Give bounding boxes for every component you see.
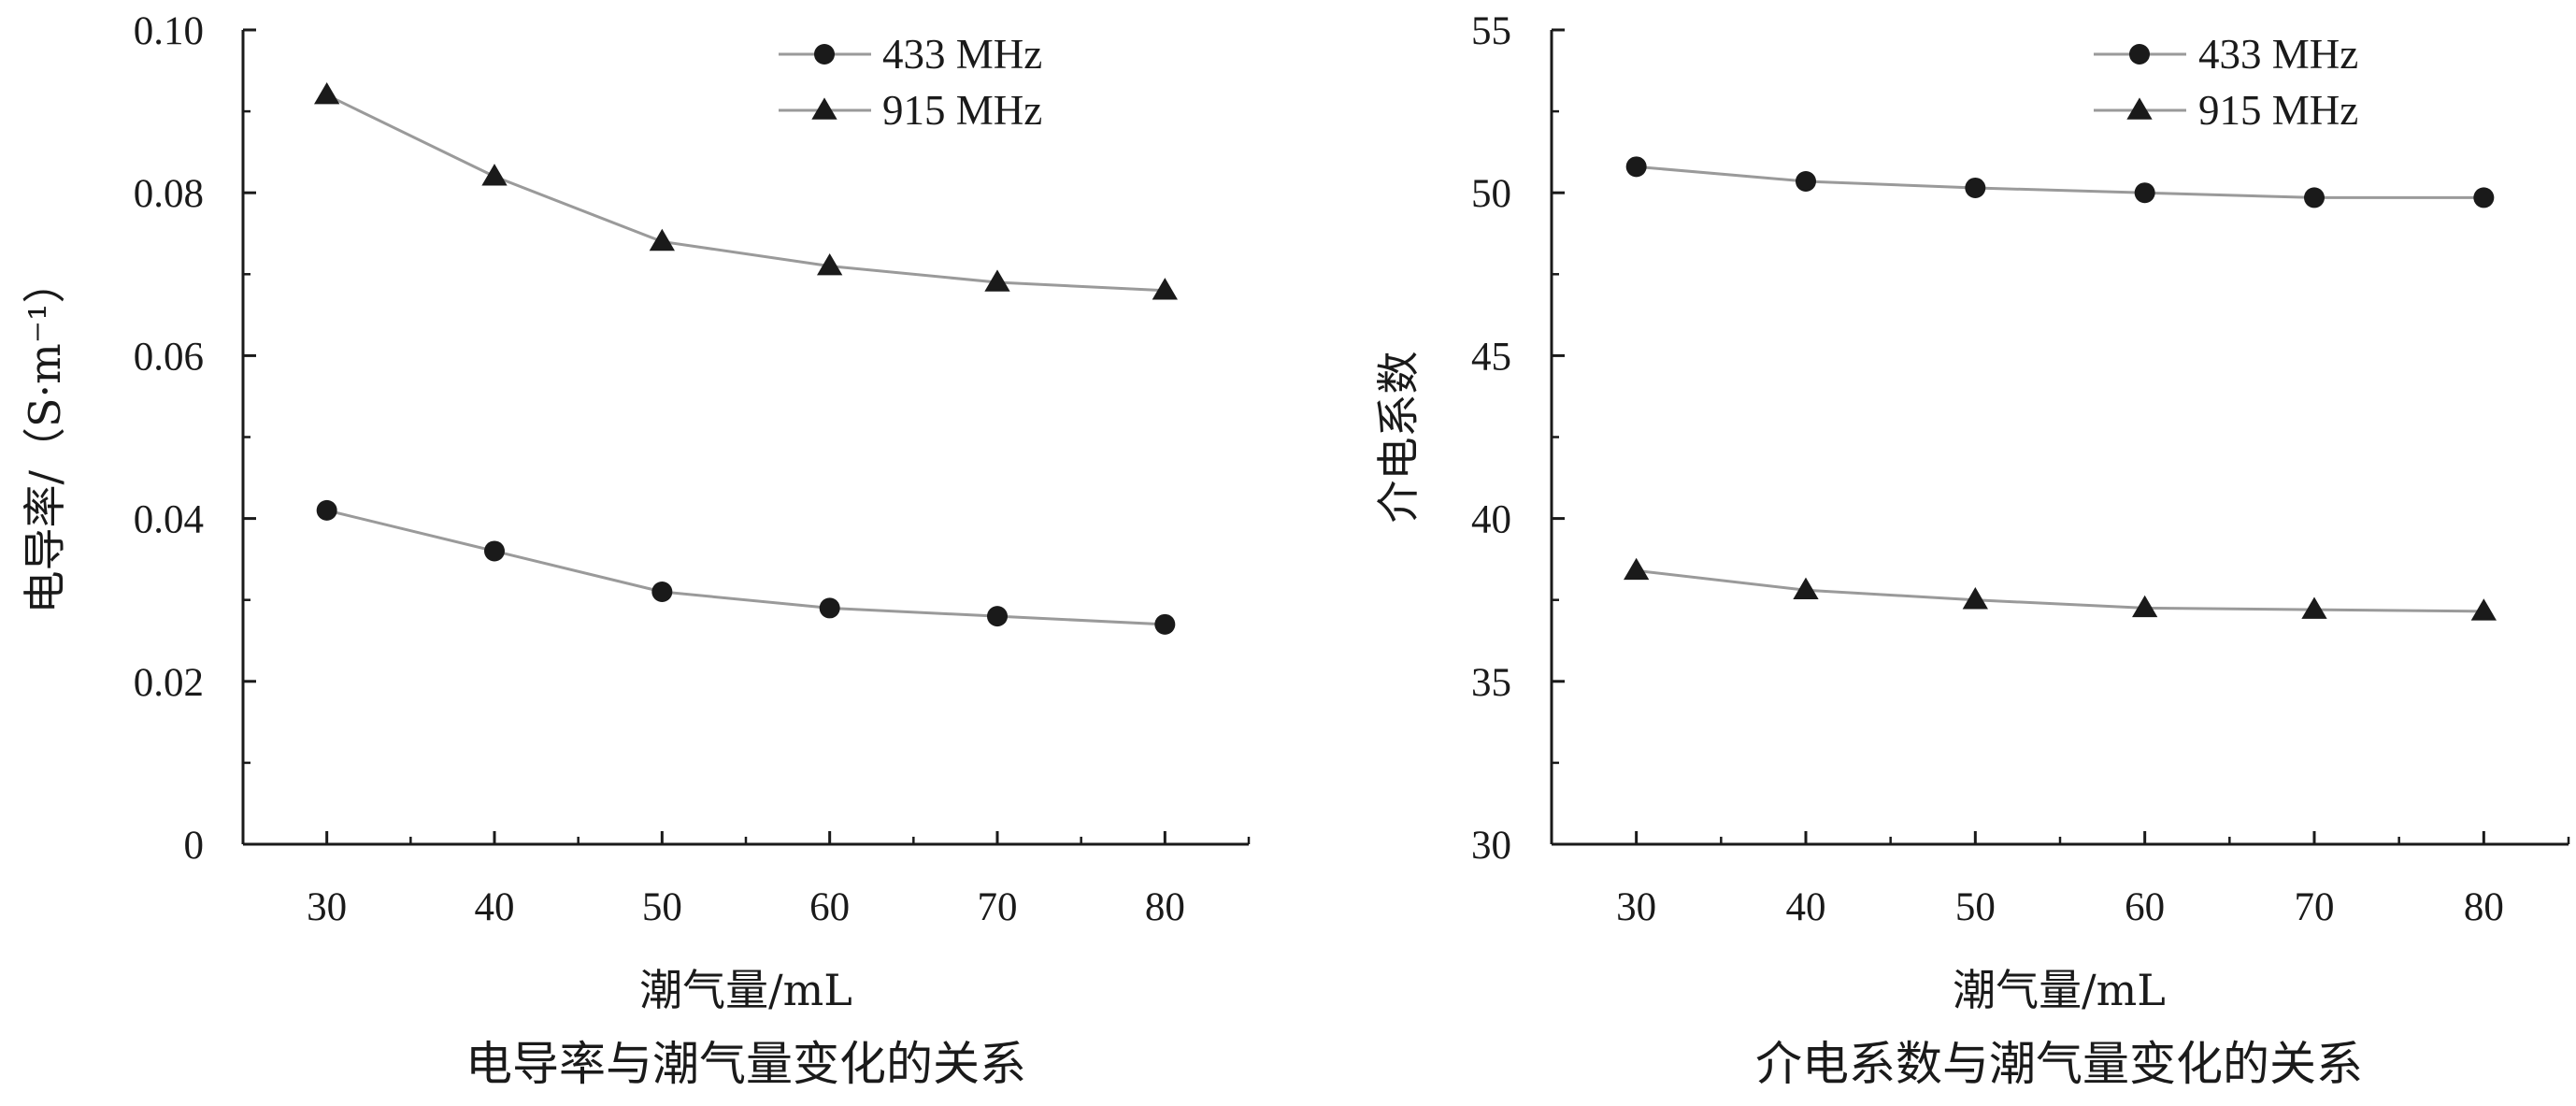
legend-label: 433 MHz xyxy=(882,31,1042,78)
y-tick-label: 40 xyxy=(1471,498,1511,542)
chart-panel-1: 0 0.02 0.04 0.06 0.08 0.10 30 40 50 60 70 80 潮气量/mL 电… xyxy=(20,9,1251,1091)
data-point-circle xyxy=(2304,187,2325,208)
x-axis-title: 潮气量/mL xyxy=(1953,965,2166,1015)
x-tick-label: 70 xyxy=(978,885,1018,929)
data-point-triangle xyxy=(1152,278,1178,300)
legend-marker-circle xyxy=(2129,44,2150,65)
y-tick-label: 55 xyxy=(1471,9,1511,53)
x-tick-label: 50 xyxy=(1955,885,1996,929)
data-point-triangle xyxy=(649,228,675,251)
data-point-triangle xyxy=(1793,577,1819,599)
series-line-circle xyxy=(1636,165,2484,199)
x-tick-label: 70 xyxy=(2295,885,2335,929)
data-point-circle xyxy=(987,606,1008,627)
y-tick-label: 0.10 xyxy=(134,9,204,53)
data-point-circle xyxy=(1796,171,1816,193)
y-tick-label: 50 xyxy=(1471,172,1511,216)
data-point-circle xyxy=(1625,156,1647,178)
data-point-circle xyxy=(651,581,673,602)
data-point-triangle xyxy=(2132,595,2158,618)
legend-marker-triangle xyxy=(811,97,837,120)
data-point-circle xyxy=(2134,182,2155,204)
y-tick-label: 35 xyxy=(1471,661,1511,705)
x-tick-label: 40 xyxy=(475,885,515,929)
legend-label: 433 MHz xyxy=(2198,31,2358,78)
series-line-triangle xyxy=(326,93,1166,293)
y-tick-label: 45 xyxy=(1471,335,1511,379)
legend-label: 915 MHz xyxy=(882,87,1042,134)
y-tick-label: 0 xyxy=(184,824,205,868)
data-point-triangle xyxy=(1624,557,1650,581)
y-axis-title: 介电系数 xyxy=(1373,352,1424,524)
data-point-triangle xyxy=(2470,598,2497,621)
data-point-circle xyxy=(1965,177,1986,198)
data-point-triangle xyxy=(984,269,1010,292)
y-tick-label: 0.04 xyxy=(134,498,204,542)
legend-marker-triangle xyxy=(2126,97,2153,120)
data-point-circle xyxy=(484,540,505,562)
series-line-triangle xyxy=(1636,568,2484,613)
series-line-circle xyxy=(326,509,1166,626)
y-tick-label: 0.08 xyxy=(134,172,204,216)
chart-caption: 介电系数与潮气量变化的关系 xyxy=(1755,1037,2363,1091)
y-tick-label: 0.06 xyxy=(134,335,204,379)
data-point-triangle xyxy=(2301,596,2327,619)
chart-panel-2: 30 35 40 45 50 55 30 40 50 60 70 80 潮气量/mL 介电系数介电系数与潮… xyxy=(1373,9,2570,1091)
x-tick-label: 30 xyxy=(1616,885,1656,929)
data-point-circle xyxy=(2473,187,2495,208)
chart-caption: 电导率与潮气量变化的关系 xyxy=(465,1037,1026,1091)
data-point-triangle xyxy=(314,82,340,105)
data-point-circle xyxy=(1154,613,1176,635)
x-tick-label: 80 xyxy=(2464,885,2504,929)
x-tick-label: 50 xyxy=(642,885,682,929)
y-tick-label: 30 xyxy=(1471,824,1511,868)
data-point-triangle xyxy=(817,252,843,276)
x-tick-label: 60 xyxy=(809,885,850,929)
data-point-circle xyxy=(316,499,337,521)
legend-label: 915 MHz xyxy=(2198,87,2358,134)
x-tick-label: 60 xyxy=(2125,885,2165,929)
data-point-triangle xyxy=(1962,587,1988,610)
x-tick-label: 40 xyxy=(1786,885,1826,929)
legend-marker-circle xyxy=(814,44,835,65)
x-tick-label: 30 xyxy=(307,885,347,929)
y-axis-title: 电导率/（S·m⁻¹） xyxy=(20,261,70,614)
y-tick-label: 0.02 xyxy=(134,661,204,705)
x-axis-title: 潮气量/mL xyxy=(639,965,852,1015)
data-point-triangle xyxy=(481,164,508,186)
data-point-circle xyxy=(819,597,840,619)
x-tick-label: 80 xyxy=(1145,885,1185,929)
